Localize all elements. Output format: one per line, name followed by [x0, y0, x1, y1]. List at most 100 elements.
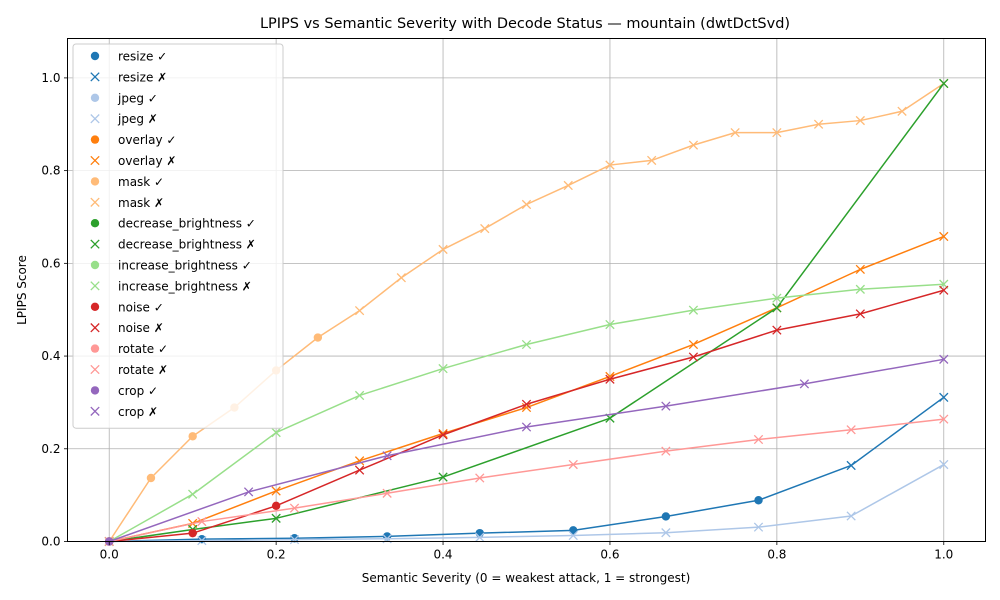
- x-tick-label: 0.4: [433, 548, 452, 562]
- data-point-failed: [688, 305, 699, 315]
- data-point-failed: [438, 430, 448, 440]
- legend-marker: [90, 197, 100, 207]
- legend-marker: [90, 406, 100, 416]
- legend-entry: resize ✓: [90, 50, 167, 64]
- data-point-failed: [855, 284, 865, 294]
- legend-entry: jpeg ✓: [90, 91, 158, 105]
- data-point-failed: [605, 374, 615, 384]
- legend-marker: [90, 93, 100, 103]
- legend-label: mask ✓: [118, 175, 164, 189]
- legend-label: increase_brightness ✓: [118, 259, 252, 273]
- legend-label: noise ✓: [118, 300, 164, 314]
- data-point-failed: [568, 530, 578, 541]
- data-point-failed: [855, 264, 865, 275]
- x-axis-label: Semantic Severity (0 = weakest attack, 1…: [362, 571, 691, 585]
- series-line-rotate: [109, 418, 944, 543]
- legend-entry: rotate ✗: [90, 363, 168, 377]
- data-point-failed: [521, 339, 532, 350]
- x-tick-label: 0.0: [100, 548, 119, 562]
- data-point-failed: [438, 363, 448, 374]
- legend-entry: mask ✓: [90, 175, 164, 189]
- series-line-jpeg: [109, 463, 945, 543]
- legend-marker: [90, 302, 100, 311]
- data-point-failed: [605, 319, 615, 330]
- legend-entry: crop ✓: [90, 384, 158, 398]
- data-point-failed: [939, 414, 949, 424]
- legend-box: [72, 43, 284, 429]
- y-tick-label: 0.4: [41, 349, 60, 363]
- y-tick-label: 0.6: [41, 256, 60, 270]
- data-point-failed: [605, 160, 615, 170]
- legend-marker: [90, 72, 100, 82]
- legend-marker: [90, 386, 100, 395]
- legend-label: decrease_brightness ✗: [118, 238, 256, 252]
- data-point-decoded: [146, 473, 156, 483]
- data-point-failed: [521, 399, 532, 409]
- data-point-failed: [772, 127, 782, 138]
- data-point-failed: [846, 425, 856, 435]
- data-point-decoded: [188, 528, 197, 538]
- legend-label: decrease_brightness ✓: [118, 217, 256, 231]
- data-point-failed: [243, 487, 254, 497]
- data-point-failed: [939, 285, 949, 295]
- legend-entry: rotate ✓: [90, 342, 168, 356]
- legend-marker: [90, 344, 100, 353]
- data-point-failed: [438, 244, 448, 255]
- data-point-failed: [396, 273, 406, 283]
- legend-entry: noise ✗: [90, 321, 164, 335]
- y-tick-label: 0.2: [41, 442, 60, 456]
- data-point-failed: [730, 127, 740, 138]
- data-point-failed: [846, 460, 856, 471]
- data-point-failed: [772, 325, 782, 335]
- legend-label: resize ✗: [118, 70, 167, 84]
- data-point-failed: [846, 511, 856, 521]
- legend-marker: [90, 239, 100, 249]
- data-point-decoded: [197, 534, 207, 544]
- data-point-failed: [939, 78, 949, 89]
- series-crop: [105, 354, 949, 546]
- x-tick-label: 0.8: [767, 548, 786, 562]
- data-point-failed: [475, 532, 485, 542]
- legend-marker: [90, 364, 100, 375]
- legend-entry: resize ✗: [90, 70, 167, 84]
- legend-entry: noise ✓: [90, 300, 164, 314]
- legend-entry: overlay ✓: [90, 133, 176, 147]
- data-point-failed: [753, 522, 764, 532]
- data-point-failed: [813, 119, 824, 129]
- data-point-decoded: [271, 501, 281, 511]
- data-point-failed: [661, 528, 671, 538]
- legend-marker: [90, 219, 100, 228]
- data-point-failed: [289, 534, 300, 545]
- data-point-decoded: [475, 528, 484, 538]
- legend-marker: [90, 155, 100, 166]
- data-point-failed: [799, 379, 810, 389]
- legend-entry: jpeg ✗: [90, 112, 158, 126]
- x-tick-label: 0.6: [600, 548, 619, 562]
- data-point-failed: [271, 486, 281, 496]
- data-point-failed: [197, 516, 207, 527]
- data-point-failed: [688, 140, 699, 150]
- data-point-failed: [939, 392, 949, 402]
- legend-label: rotate ✓: [118, 342, 168, 356]
- legend-entry: decrease_brightness ✓: [90, 217, 256, 231]
- legend-entry: increase_brightness ✗: [90, 279, 252, 293]
- y-tick-label: 0.8: [41, 164, 60, 178]
- data-point-failed: [521, 199, 532, 210]
- legend-marker: [90, 323, 100, 333]
- data-point-decoded: [754, 496, 763, 505]
- data-point-failed: [382, 451, 392, 461]
- legend-label: increase_brightness ✗: [118, 279, 252, 293]
- data-point-failed: [480, 223, 490, 234]
- data-point-failed: [772, 303, 782, 313]
- legend-entry: crop ✗: [90, 405, 158, 419]
- data-point-failed: [753, 434, 764, 445]
- data-point-failed: [354, 305, 365, 316]
- data-point-decoded: [661, 512, 671, 521]
- data-point-failed: [354, 465, 365, 475]
- legend-marker: [90, 135, 100, 144]
- y-tick-label: 0.0: [41, 535, 60, 549]
- series-jpeg: [104, 459, 949, 547]
- x-tick-label: 0.2: [267, 548, 286, 562]
- data-point-failed: [197, 535, 207, 546]
- x-tick-label: 1.0: [934, 548, 953, 562]
